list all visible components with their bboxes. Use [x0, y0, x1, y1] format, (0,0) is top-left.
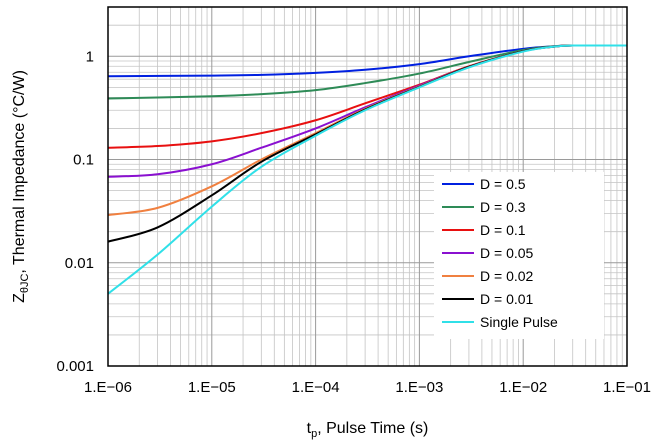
x-axis-label-subscript: p — [311, 428, 317, 440]
x-tick-label: 1.E−04 — [292, 379, 340, 396]
y-tick-label: 0.01 — [65, 255, 94, 272]
y-tick-label: 0.001 — [56, 358, 94, 375]
legend-box — [434, 172, 604, 339]
legend-label: Single Pulse — [480, 314, 558, 330]
x-tick-label: 1.E−05 — [188, 379, 236, 396]
y-tick-labels: 0.001 0.01 0.1 1 — [56, 48, 94, 375]
series-line-6 — [107, 44, 628, 295]
x-tick-label: 1.E−03 — [395, 379, 443, 396]
x-axis-label-main: t — [307, 420, 312, 437]
legend-label: D = 0.1 — [480, 222, 526, 238]
series-layer — [107, 44, 628, 295]
legend-label: D = 0.05 — [480, 245, 534, 261]
y-tick-label: 0.1 — [73, 152, 94, 169]
legend-label: D = 0.3 — [480, 199, 526, 215]
x-tick-label: 1.E−02 — [499, 379, 547, 396]
y-tick-label: 1 — [86, 48, 94, 65]
x-axis-label: tp, Pulse Time (s) — [307, 420, 429, 440]
y-axis-label-main: Z — [11, 293, 28, 303]
legend-label: D = 0.5 — [480, 176, 526, 192]
legend: D = 0.5 D = 0.3 D = 0.1 D = 0.05 D = 0.02 D =… — [434, 172, 604, 339]
x-tick-label: 1.E−01 — [603, 379, 651, 396]
x-tick-label: 1.E−06 — [84, 379, 132, 396]
x-axis-label-rest: , Pulse Time (s) — [317, 420, 428, 437]
plot-frame — [107, 6, 628, 367]
y-axis-label: ZθJC, Thermal Impedance (°C/W) — [11, 70, 31, 303]
y-axis-label-subscript: θJC — [19, 274, 31, 294]
x-tick-labels: 1.E−06 1.E−05 1.E−04 1.E−03 1.E−02 1.E−01 — [84, 379, 651, 396]
legend-label: D = 0.02 — [480, 268, 534, 284]
legend-label: D = 0.01 — [480, 291, 534, 307]
y-axis-label-rest: , Thermal Impedance (°C/W) — [11, 70, 28, 274]
